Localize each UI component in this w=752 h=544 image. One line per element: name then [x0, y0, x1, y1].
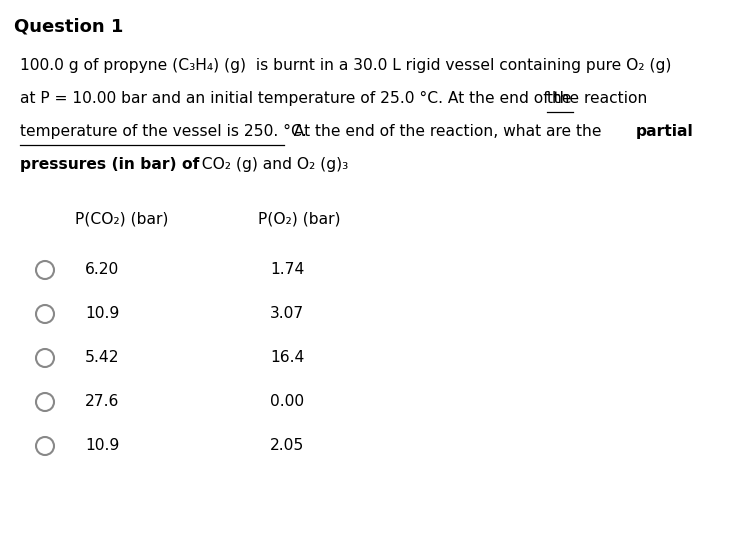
Text: 3.07: 3.07 [270, 306, 305, 321]
Text: 27.6: 27.6 [85, 394, 120, 409]
Text: 0.00: 0.00 [270, 394, 304, 409]
Text: 10.9: 10.9 [85, 306, 120, 321]
Text: 1.74: 1.74 [270, 262, 305, 277]
Text: 2.05: 2.05 [270, 438, 305, 453]
Text: P(CO₂) (bar): P(CO₂) (bar) [75, 212, 168, 227]
Text: 16.4: 16.4 [270, 350, 305, 365]
Text: At the end of the reaction, what are the: At the end of the reaction, what are the [284, 124, 606, 139]
Text: 6.20: 6.20 [85, 262, 120, 277]
Text: Question 1: Question 1 [14, 18, 123, 36]
Text: CO₂ (g) and O₂ (g)₃: CO₂ (g) and O₂ (g)₃ [192, 157, 348, 172]
Text: the: the [547, 91, 572, 106]
Text: 10.9: 10.9 [85, 438, 120, 453]
Text: 100.0 g of propyne (C₃H₄) (g)  is burnt in a 30.0 L rigid vessel containing pure: 100.0 g of propyne (C₃H₄) (g) is burnt i… [20, 58, 672, 73]
Text: at P = 10.00 bar and an initial temperature of 25.0 °C. At the end of the reacti: at P = 10.00 bar and an initial temperat… [20, 91, 652, 106]
Text: temperature of the vessel is 250. °C.: temperature of the vessel is 250. °C. [20, 124, 307, 139]
Text: 5.42: 5.42 [85, 350, 120, 365]
Text: partial: partial [636, 124, 694, 139]
Text: P(O₂) (bar): P(O₂) (bar) [258, 212, 341, 227]
Text: pressures (in bar) of: pressures (in bar) of [20, 157, 199, 172]
